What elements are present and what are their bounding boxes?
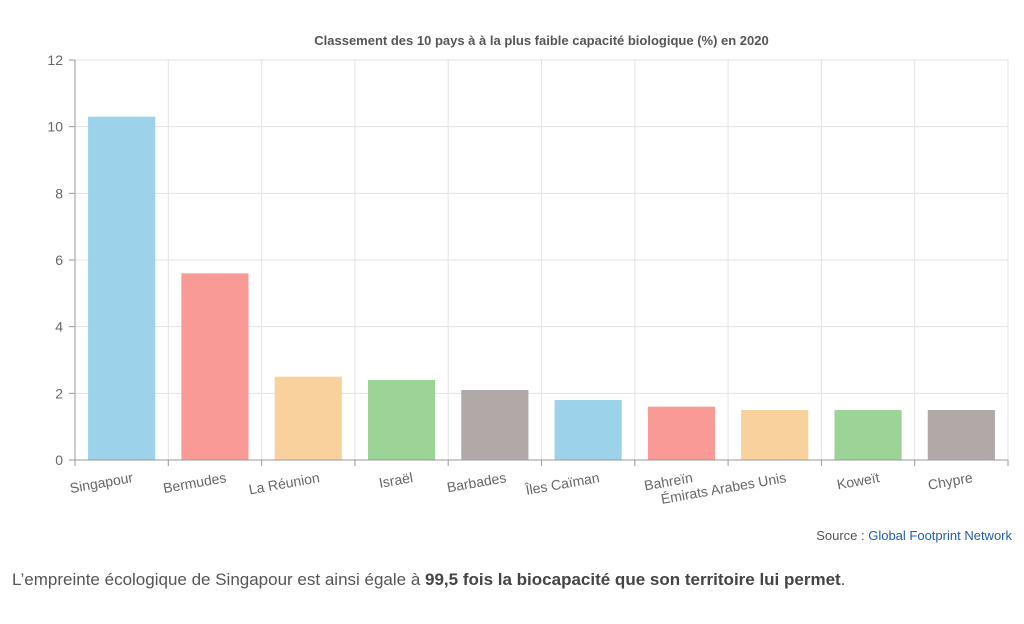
bar-chypre [927, 410, 995, 460]
y-tick-label: 10 [47, 119, 63, 135]
x-tick-label: Barbades [446, 469, 508, 495]
bar-kowe-t [834, 410, 902, 460]
y-tick-label: 2 [55, 385, 63, 401]
x-tick-label: Singapour [69, 469, 135, 496]
bar-singapour [88, 116, 156, 461]
bar-bahre-n [647, 406, 716, 460]
y-tick-label: 4 [55, 319, 63, 335]
x-tick-label: Îles Caïman [523, 469, 600, 498]
x-tick-label: Chypre [927, 469, 974, 493]
bar-bermudes [181, 273, 249, 460]
chart-svg: Classement des 10 pays à à la plus faibl… [47, 33, 1009, 507]
x-tick-label: La Réunion [247, 469, 320, 497]
y-tick-label: 0 [55, 452, 63, 468]
source-link[interactable]: Global Footprint Network [868, 528, 1012, 543]
bar-barbades [461, 390, 529, 460]
source-prefix: Source : [816, 528, 869, 543]
bar-la-r-union [274, 376, 342, 460]
x-tick-label: Koweït [836, 469, 881, 492]
caption-text: L’empreinte écologique de Singapour est … [12, 570, 1012, 590]
y-tick-label: 6 [55, 252, 63, 268]
source-note: Source : Global Footprint Network [816, 528, 1012, 543]
bar-isra-l [367, 380, 436, 460]
caption-bold: 99,5 fois la biocapacité que son territo… [425, 570, 841, 589]
chart-title: Classement des 10 pays à à la plus faibl… [314, 33, 768, 48]
bar--les-ca-man [554, 400, 622, 460]
x-tick-label: Bermudes [162, 469, 228, 496]
caption-after: . [840, 570, 846, 589]
y-tick-label: 8 [55, 185, 63, 201]
caption-before: L’empreinte écologique de Singapour est … [12, 570, 426, 589]
bar--mirats-arabes-unis [741, 410, 809, 460]
y-tick-label: 12 [47, 52, 63, 68]
bar-chart: Classement des 10 pays à à la plus faibl… [47, 33, 1009, 507]
x-tick-label: Israël [378, 469, 414, 491]
